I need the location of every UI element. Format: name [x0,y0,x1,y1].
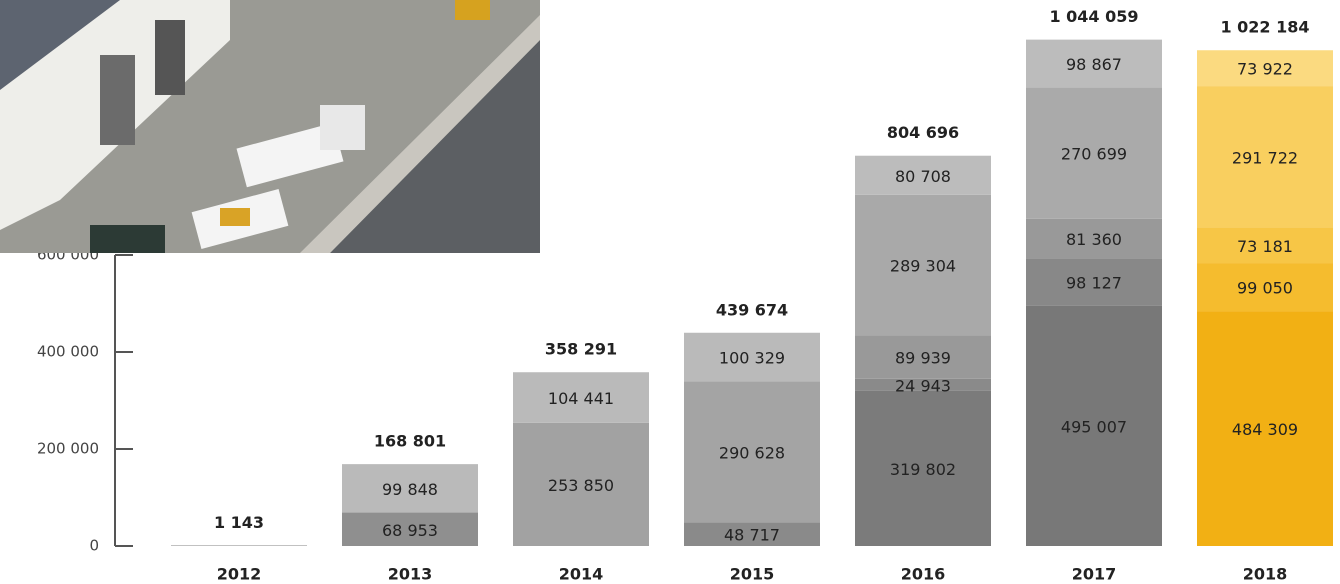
segment-label: 73 922 [1237,60,1293,79]
y-tick-label: 400 000 [37,343,99,361]
segment-label: 99 848 [382,480,438,499]
photo-machine [455,0,490,20]
segment-label: 291 722 [1232,148,1298,167]
x-tick-label: 2014 [559,565,604,584]
segment-label: 98 867 [1066,55,1122,74]
x-tick-label: 2018 [1243,565,1288,584]
segment-label: 270 699 [1061,145,1127,164]
segment-label: 290 628 [719,443,785,462]
segment-label: 89 939 [895,348,951,367]
segment-label: 319 802 [890,460,956,479]
photo-cargo [220,208,250,226]
segment-label: 80 708 [895,167,951,186]
y-tick-label: 0 [89,537,99,555]
bar-segment [171,545,307,546]
chart: 0200 000400 000600 0001 143201268 95399 … [0,0,1340,584]
x-tick-label: 2015 [730,565,775,584]
x-tick-label: 2012 [217,565,262,584]
segment-label: 99 050 [1237,279,1293,298]
photo-door [100,55,135,145]
segment-label: 484 309 [1232,420,1298,439]
segment-label: 68 953 [382,521,438,540]
x-tick-label: 2013 [388,565,433,584]
segment-label: 100 329 [719,349,785,368]
segment-label: 48 717 [724,526,780,545]
segment-label: 104 441 [548,389,614,408]
y-tick-label: 200 000 [37,440,99,458]
total-label: 358 291 [545,340,617,359]
total-label: 439 674 [716,300,788,319]
segment-label: 495 007 [1061,417,1127,436]
photo-door [155,20,185,95]
segment-label: 24 943 [895,376,951,395]
segment-label: 289 304 [890,257,956,276]
photo-car [90,225,165,253]
total-label: 168 801 [374,432,446,451]
x-tick-label: 2017 [1072,565,1117,584]
total-label: 1 022 184 [1220,18,1309,37]
segment-label: 73 181 [1237,237,1293,256]
segment-label: 98 127 [1066,274,1122,293]
total-label: 1 143 [214,513,264,532]
x-tick-label: 2016 [901,565,946,584]
segment-label: 81 360 [1066,230,1122,249]
total-label: 1 044 059 [1049,7,1138,26]
page: 0200 000400 000600 0001 143201268 95399 … [0,0,1340,584]
segment-label: 253 850 [548,476,614,495]
photo-excavator [320,105,365,150]
photo [0,0,540,253]
total-label: 804 696 [887,123,959,142]
